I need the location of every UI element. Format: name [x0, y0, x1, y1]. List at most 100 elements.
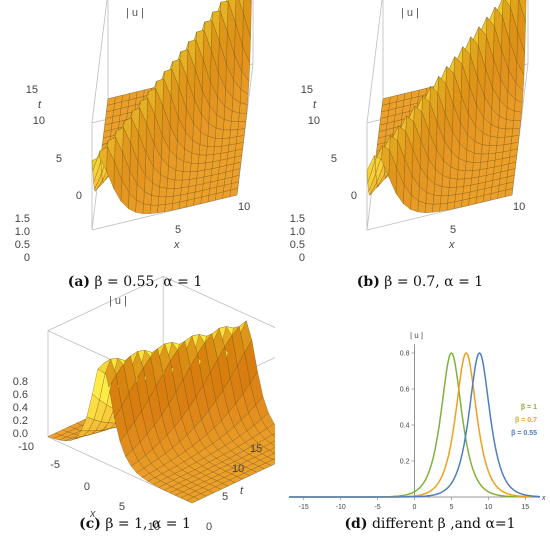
x-tick-label: 10 [484, 504, 492, 511]
surface-patch [165, 196, 174, 205]
surface-patch [190, 163, 199, 173]
surface-patch [272, 432, 275, 438]
t-axis-label: t [313, 99, 317, 111]
caption-c-tag: (c) [79, 516, 101, 532]
tick-label: -10 [18, 441, 34, 453]
tick-label: 5 [450, 224, 456, 236]
tick-label: 15 [250, 443, 262, 455]
y-axis-label: | u | [410, 331, 423, 340]
x-tick-label: -10 [336, 504, 346, 511]
surface-patch [472, 162, 481, 171]
y-tick-label: 0.4 [400, 423, 410, 430]
tick-label: 0.0 [13, 428, 28, 440]
caption-d-tag: (d) [344, 516, 368, 532]
surface-patch [174, 179, 183, 189]
surface-patch [206, 146, 215, 156]
tick-label: 1.0 [15, 226, 30, 238]
caption-a: (a) β = 0.55, α = 1 [60, 274, 210, 290]
surface-patch [238, 112, 247, 122]
surface-patch [432, 203, 441, 213]
surface-patch [496, 137, 505, 146]
legend-entry-0: β = 1 [521, 404, 537, 411]
caption-c-text: β = 1, α = 1 [105, 516, 191, 532]
surface-patch [47, 432, 62, 439]
plot-title: | u | [126, 7, 144, 19]
x-axis-label: x [89, 508, 96, 520]
surface-patch [481, 144, 490, 155]
tick-label: 10 [148, 521, 160, 533]
surface-patch [513, 110, 522, 121]
surface-patch [223, 119, 232, 131]
surface-patch [457, 169, 466, 180]
surface-patch [213, 146, 222, 155]
y-tick-label: 0.8 [400, 351, 410, 358]
line-plot-d: -15 -10 -5 0 5 10 15 0.2 0.4 0.6 0.8 | u | x β = 1 β =… [289, 331, 546, 511]
surface-patch [272, 458, 275, 461]
surface-patch [198, 144, 208, 156]
surface-patch [512, 120, 521, 130]
x-axis-label: x [448, 239, 455, 251]
t-axis-label: t [240, 485, 244, 497]
surface-patch [197, 162, 206, 172]
tick-label: 0 [351, 190, 357, 202]
caption-d-text: different β ,and α=1 [371, 516, 516, 532]
surface-patch [504, 128, 513, 138]
x-tick-label: 15 [521, 504, 529, 511]
bounding-box-edge [366, 0, 383, 123]
y-tick-label: 0.6 [400, 387, 410, 394]
tick-label: -5 [50, 459, 60, 471]
x-tick-label: 5 [449, 504, 453, 511]
x-tick-label: 0 [413, 504, 417, 511]
caption-d: (d) different β ,and α=1 [335, 516, 525, 532]
surface-patch [166, 178, 176, 189]
y-tick-label: 0.2 [400, 459, 410, 466]
surface-patch [91, 150, 101, 171]
surface-patch [239, 102, 248, 114]
surface-patch [182, 171, 191, 181]
surface-patch [237, 121, 246, 130]
surface-patch [205, 154, 214, 164]
x-tick-label: -5 [374, 504, 380, 511]
tick-label: 0.2 [13, 415, 28, 427]
tick-label: 0.6 [13, 389, 28, 401]
caption-b-text: β = 0.7, α = 1 [384, 274, 484, 290]
tick-label: 5 [222, 491, 228, 503]
tick-label: 0 [84, 481, 90, 493]
tick-label: 1.5 [290, 213, 305, 225]
tick-label: 5 [175, 224, 181, 236]
tick-label: 10 [238, 201, 250, 213]
surface-patch [473, 152, 482, 163]
x-tick-label: -15 [299, 504, 309, 511]
surface-patch [497, 127, 506, 138]
surface-patch [465, 161, 474, 171]
tick-label: 5 [119, 501, 125, 513]
tick-label: 1.0 [290, 226, 305, 238]
tick-label: 0.8 [13, 376, 28, 388]
plot-title: | u | [109, 295, 127, 307]
surface-plot-c: | u | 0.80.60.40.20.0-10 -5 0 5 10 0 10 5 15 x t [13, 275, 275, 533]
bounding-box-edge [47, 275, 164, 332]
caption-a-tag: (a) [67, 274, 91, 290]
surface-patch [488, 145, 497, 155]
surface-patch [164, 203, 173, 212]
tick-label: 5 [56, 153, 62, 165]
surface-patch [157, 204, 166, 214]
surface-patch [189, 171, 198, 180]
surface-patch [366, 154, 376, 183]
tick-label: 10 [513, 201, 525, 213]
tick-label: 10 [232, 463, 244, 475]
plot-title: | u | [401, 7, 419, 19]
legend-entry-1: β = 0.7 [515, 417, 537, 424]
tick-label: 5 [331, 153, 337, 165]
surface-patch [150, 195, 159, 206]
series-line-2 [289, 352, 540, 498]
caption-b-tag: (b) [356, 274, 380, 290]
surface-patch [464, 170, 473, 180]
surface-patch [214, 138, 223, 147]
tick-label: 0.5 [15, 239, 30, 251]
surface-patch [439, 202, 448, 212]
surface-patch [424, 203, 434, 213]
surface-patch [448, 187, 457, 196]
